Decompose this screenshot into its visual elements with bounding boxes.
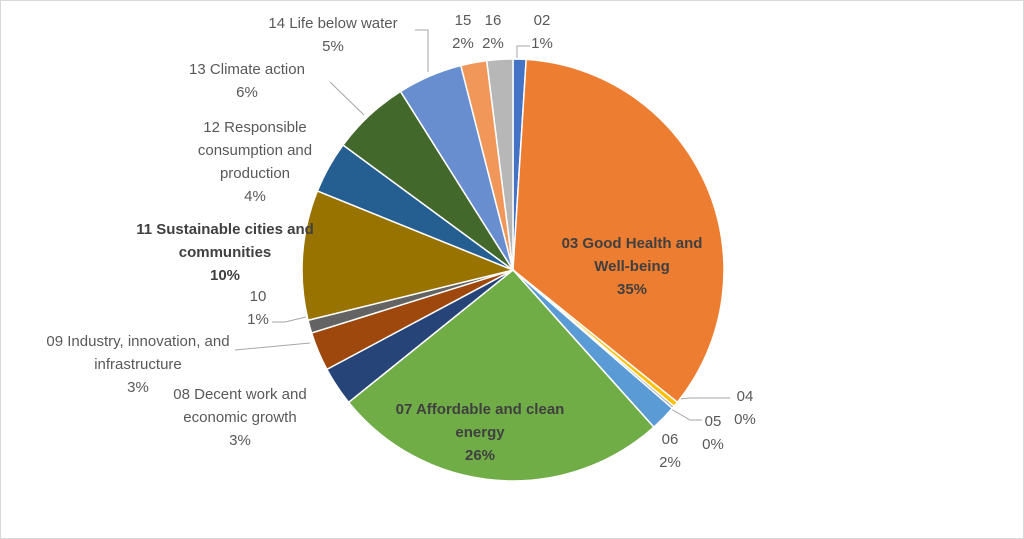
pie-slice: [301, 189, 516, 322]
slices: [301, 58, 725, 482]
leader-line: [272, 316, 307, 323]
pie-slice: [512, 58, 725, 404]
data-label: 13 Climate action 6%: [167, 58, 327, 104]
label-category: 02: [533, 12, 551, 29]
label-category: 08 Decent work and economic growth: [173, 386, 307, 426]
data-label: 12 Responsible consumption and productio…: [185, 116, 325, 208]
label-value: 1%: [531, 35, 553, 52]
label-value: 2%: [659, 454, 681, 471]
label-category: 15: [454, 12, 472, 29]
data-label: 15 2%: [448, 9, 478, 55]
label-category: 06: [661, 431, 679, 448]
label-value: 6%: [236, 84, 258, 101]
leader-line: [516, 45, 530, 58]
leader-lines: [234, 29, 730, 421]
data-label: 10 1%: [238, 285, 278, 331]
label-value: 3%: [229, 432, 251, 449]
data-label: 09 Industry, innovation, and infrastruct…: [38, 330, 238, 399]
label-category: 05: [704, 413, 722, 430]
leader-line: [415, 29, 429, 72]
data-label: 04 0%: [725, 385, 765, 431]
label-value: 1%: [247, 311, 269, 328]
data-label: 11 Sustainable cities and communities 10%: [135, 218, 315, 287]
label-category: 04: [736, 388, 754, 405]
label-value: 35%: [616, 281, 648, 298]
label-category: 14 Life below water: [268, 15, 398, 32]
label-category: 13 Climate action: [189, 61, 305, 78]
pie-slice: [347, 268, 655, 482]
data-label: 02 1%: [522, 9, 562, 55]
label-value: 3%: [127, 379, 149, 396]
label-category: 10: [249, 288, 267, 305]
label-value: 5%: [322, 38, 344, 55]
data-label: 05 0%: [693, 410, 733, 456]
label-category: 11 Sustainable cities and communities: [136, 221, 314, 261]
label-value: 26%: [464, 447, 496, 464]
label-value: 10%: [209, 267, 241, 284]
leader-line: [329, 81, 365, 116]
leader-line: [665, 405, 702, 421]
label-category: 12 Responsible consumption and productio…: [197, 119, 313, 182]
data-label: 07 Affordable and clean energy 26%: [380, 398, 580, 467]
pie-slice: [485, 58, 514, 271]
data-label: 08 Decent work and economic growth 3%: [155, 383, 325, 452]
label-category: 16: [484, 12, 502, 29]
label-value: 2%: [452, 35, 474, 52]
data-label: 06 2%: [650, 428, 690, 474]
label-category: 03 Good Health and Well-being: [561, 235, 703, 275]
data-label: 16 2%: [478, 9, 508, 55]
label-value: 4%: [244, 188, 266, 205]
label-value: 2%: [482, 35, 504, 52]
data-label: 03 Good Health and Well-being 35%: [547, 232, 717, 301]
label-category: 07 Affordable and clean energy: [395, 401, 565, 441]
label-category: 09 Industry, innovation, and infrastruct…: [46, 333, 230, 373]
data-label: 14 Life below water 5%: [248, 12, 418, 58]
label-value: 0%: [702, 436, 724, 453]
leader-line: [234, 342, 311, 351]
label-value: 0%: [734, 411, 756, 428]
